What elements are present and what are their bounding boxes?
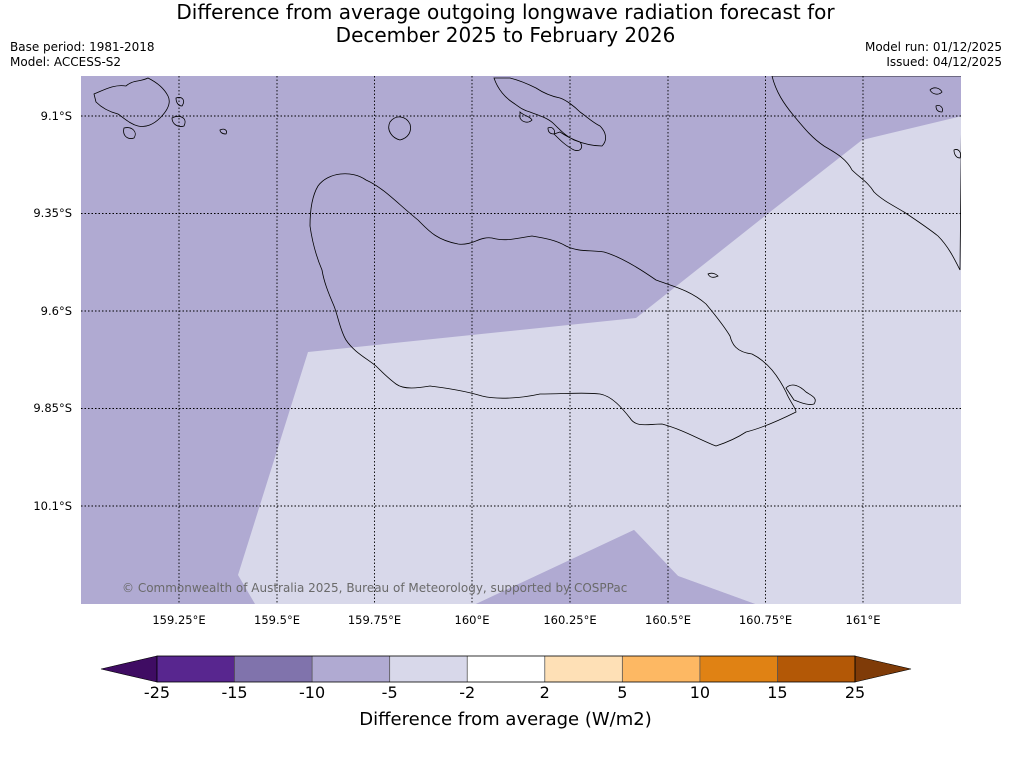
colorbar-segment — [234, 656, 313, 682]
lat-label-1: 9.1°S — [40, 109, 72, 123]
coastlines — [93, 76, 961, 447]
colorbar-tick-label: -10 — [299, 683, 326, 702]
colorbar-segment — [544, 656, 623, 682]
colorbar-tick-label: 5 — [617, 683, 628, 702]
colorbar-segment — [699, 656, 778, 682]
coastline-malaita — [771, 76, 961, 271]
lon-label-1: 159.25°E — [152, 613, 206, 627]
map-area — [81, 76, 961, 604]
lat-label-4: 9.85°S — [33, 401, 72, 415]
colorbar-segment — [157, 656, 235, 682]
copyright-notice: © Commonwealth of Australia 2025, Bureau… — [122, 581, 628, 595]
colorbar-tick-label: 25 — [844, 683, 866, 702]
lat-label-5: 10.1°S — [33, 499, 72, 513]
coastline-east-point — [785, 384, 816, 405]
model-run: Model run: 01/12/2025 — [864, 40, 1002, 54]
graticule — [81, 76, 961, 604]
colorbar-extend-low — [100, 655, 158, 683]
title-line-1: Difference from average outgoing longwav… — [176, 0, 835, 24]
meta-left: Base period: 1981-2018 Model: ACCESS-S2 — [10, 40, 155, 70]
coastline-small-island — [388, 116, 411, 141]
lon-label-8: 161°E — [845, 613, 881, 627]
colorbar-segment — [389, 656, 468, 682]
lat-label-3: 9.6°S — [40, 304, 72, 318]
colorbar-tick-label: 15 — [767, 683, 788, 702]
lon-label-3: 159.75°E — [347, 613, 402, 627]
coastline-russell-islands — [93, 77, 227, 139]
colorbar-tick-label: -25 — [143, 683, 171, 702]
colorbar-tick-label: -15 — [221, 683, 248, 702]
colorbar-segment — [777, 656, 855, 682]
colorbar-tick-label: 2 — [539, 683, 550, 702]
coastline-nggela-islets — [519, 111, 555, 135]
anomaly-region-south-notch — [476, 530, 755, 604]
anomaly-region-minus5-to-minus2 — [238, 116, 961, 604]
coastline-florida-islands — [493, 77, 606, 151]
colorbar-extend-high — [854, 655, 912, 683]
lon-label-5: 160.25°E — [543, 613, 597, 627]
colorbar-segment — [622, 656, 700, 682]
colorbar-outline — [156, 655, 856, 683]
lon-label-7: 160.75°E — [738, 613, 793, 627]
colorbar-segment — [467, 656, 545, 682]
meta-right: Model run: 01/12/2025 Issued: 04/12/2025 — [865, 40, 1002, 70]
lon-label-4: 160°E — [454, 613, 490, 627]
colorbar-segment — [312, 656, 390, 682]
issued-date: Issued: 04/12/2025 — [886, 55, 1002, 69]
colorbar — [100, 655, 912, 683]
lon-label-6: 160.5°E — [645, 613, 691, 627]
model-name: Model: ACCESS-S2 — [10, 55, 122, 69]
colorbar-tick-label: -5 — [381, 683, 398, 702]
coastline-islet-east — [707, 272, 719, 278]
colorbar-tick-label: 10 — [689, 683, 711, 702]
colorbar-tick-label: -2 — [459, 683, 476, 702]
lon-label-2: 159.5°E — [254, 613, 300, 627]
lat-label-2: 9.35°S — [33, 206, 72, 220]
coastline-malaita-islets — [929, 87, 961, 159]
base-period: Base period: 1981-2018 — [10, 40, 155, 54]
map-title: Difference from average outgoing longwav… — [0, 1, 1011, 47]
coastline-guadalcanal — [309, 173, 797, 447]
title-line-2: December 2025 to February 2026 — [335, 23, 676, 47]
colorbar-title: Difference from average (W/m2) — [359, 709, 652, 730]
